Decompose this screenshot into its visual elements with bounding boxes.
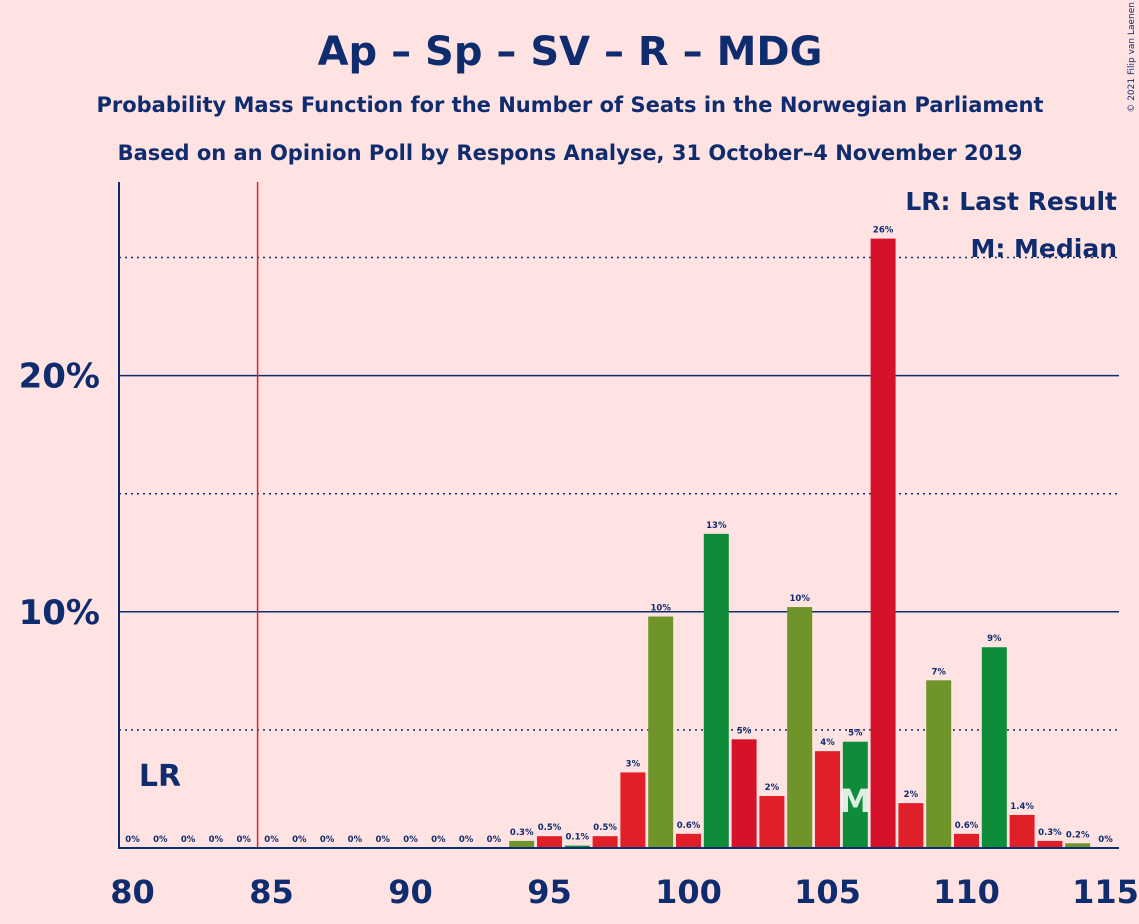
bar-label-seat-82: 0% bbox=[181, 835, 196, 845]
x-tick-label: 95 bbox=[527, 873, 572, 911]
bar-label-seat-114: 0.2% bbox=[1066, 830, 1090, 840]
bar-label-seat-91: 0% bbox=[431, 835, 446, 845]
bar-seat-107 bbox=[870, 238, 896, 848]
bars bbox=[509, 238, 1091, 848]
legend-last-result: LR: Last Result bbox=[905, 187, 1117, 216]
bar-label-seat-99: 10% bbox=[651, 604, 672, 614]
bar-seat-97 bbox=[592, 836, 618, 848]
bar-label-seat-101: 13% bbox=[706, 521, 727, 531]
bar-label-seat-98: 3% bbox=[626, 759, 641, 769]
bar-label-seat-104: 10% bbox=[790, 594, 811, 604]
bar-seat-94 bbox=[509, 840, 535, 848]
bar-label-seat-105: 4% bbox=[820, 738, 835, 748]
bar-label-seat-108: 2% bbox=[904, 790, 919, 800]
bar-seat-112 bbox=[1009, 814, 1035, 848]
bar-label-seat-103: 2% bbox=[765, 783, 780, 793]
x-tick-label: 100 bbox=[655, 873, 722, 911]
bar-label-seat-102: 5% bbox=[737, 726, 752, 736]
bar-label-seat-93: 0% bbox=[487, 835, 502, 845]
bar-seat-105 bbox=[815, 751, 840, 848]
bar-label-seat-81: 0% bbox=[153, 835, 168, 845]
bar-seat-95 bbox=[537, 836, 562, 848]
x-tick-label: 110 bbox=[933, 873, 1000, 911]
bar-label-seat-80: 0% bbox=[125, 835, 140, 845]
bar-seat-113 bbox=[1037, 840, 1063, 848]
bar-label-seat-110: 0.6% bbox=[955, 821, 979, 831]
bar-label-seat-87: 0% bbox=[320, 835, 335, 845]
y-tick-labels: 10% 20% bbox=[19, 357, 100, 633]
bar-seat-108 bbox=[898, 803, 924, 848]
y-tick-label: 10% bbox=[19, 593, 100, 633]
bar-label-seat-113: 0.3% bbox=[1038, 828, 1062, 838]
bar-label-seat-115: 0% bbox=[1098, 835, 1113, 845]
chart-subtitle-2: Based on an Opinion Poll by Respons Anal… bbox=[118, 141, 1023, 165]
x-tick-label: 85 bbox=[249, 873, 294, 911]
bar-label-seat-106: 5% bbox=[848, 729, 863, 739]
chart-subtitle-1: Probability Mass Function for the Number… bbox=[96, 93, 1043, 117]
bar-label-seat-83: 0% bbox=[209, 835, 224, 845]
chart-title: Ap – Sp – SV – R – MDG bbox=[318, 29, 823, 75]
bar-label-seat-96: 0.1% bbox=[566, 833, 590, 843]
legend-median: M: Median bbox=[970, 234, 1117, 263]
bar-seat-100 bbox=[676, 833, 701, 848]
x-tick-labels: 80 85 90 95 100 105 110 115 bbox=[110, 873, 1139, 911]
last-result-label: LR bbox=[139, 759, 181, 794]
bar-seat-98 bbox=[620, 772, 646, 848]
x-tick-label: 90 bbox=[388, 873, 433, 911]
bar-label-seat-84: 0% bbox=[236, 835, 251, 845]
bar-label-seat-88: 0% bbox=[348, 835, 363, 845]
bar-label-seat-111: 9% bbox=[987, 634, 1002, 644]
bar-seat-101 bbox=[703, 533, 729, 848]
bar-seat-106 bbox=[842, 741, 868, 848]
bar-label-seat-89: 0% bbox=[375, 835, 390, 845]
x-tick-label: 80 bbox=[110, 873, 155, 911]
y-tick-label: 20% bbox=[19, 357, 100, 397]
bar-label-seat-97: 0.5% bbox=[593, 823, 617, 833]
grid-lines bbox=[119, 256, 1119, 731]
bar-label-seat-100: 0.6% bbox=[677, 821, 701, 831]
bar-label-seat-90: 0% bbox=[403, 835, 418, 845]
bar-label-seat-107: 26% bbox=[873, 226, 894, 236]
bar-seat-111 bbox=[981, 647, 1007, 848]
bar-label-seat-86: 0% bbox=[292, 835, 307, 845]
bar-value-labels: 0% 0% 0% 0% 0% 0% 0% 0% 0% 0% 0% 0% 0% 0%0.3% 0.5%0.1%… bbox=[125, 226, 1113, 845]
x-tick-label: 115 bbox=[1072, 873, 1139, 911]
bar-label-seat-94: 0.3% bbox=[510, 828, 534, 838]
bar-seat-99 bbox=[648, 616, 674, 848]
bar-seat-103 bbox=[759, 796, 785, 848]
bar-seat-114 bbox=[1065, 843, 1091, 848]
bar-label-seat-109: 7% bbox=[931, 667, 946, 677]
bar-seat-104 bbox=[787, 607, 813, 848]
bar-label-seat-92: 0% bbox=[459, 835, 474, 845]
copyright-notice: © 2021 Filip van Laenen bbox=[1127, 2, 1137, 113]
median-marker: M bbox=[839, 782, 871, 820]
bar-seat-109 bbox=[926, 680, 952, 848]
x-tick-label: 105 bbox=[794, 873, 861, 911]
bar-label-seat-95: 0.5% bbox=[538, 823, 562, 833]
bar-label-seat-85: 0% bbox=[264, 835, 279, 845]
bar-seat-110 bbox=[954, 833, 979, 848]
bar-seat-96 bbox=[564, 845, 590, 848]
bar-seat-102 bbox=[731, 739, 757, 848]
bar-label-seat-112: 1.4% bbox=[1010, 802, 1034, 812]
